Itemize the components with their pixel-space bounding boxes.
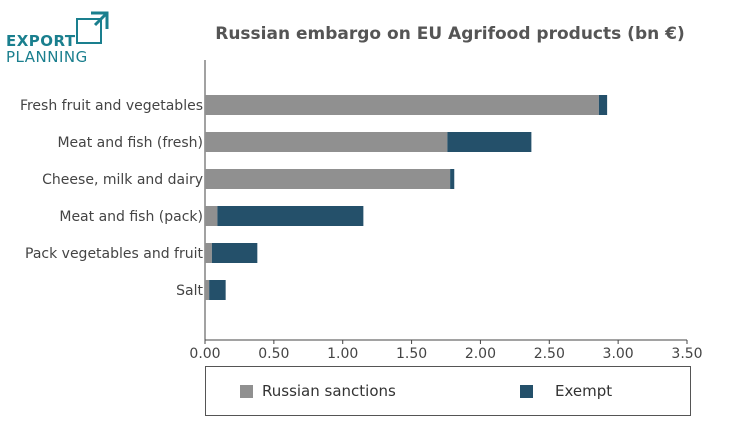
bar-exempt <box>598 95 608 115</box>
legend-item-russian-sanctions: Russian sanctions <box>240 382 396 400</box>
x-tick-label: 2.50 <box>534 346 565 362</box>
category-label: Fresh fruit and vegetables <box>20 98 203 114</box>
chart-title: Russian embargo on EU Agrifood products … <box>215 24 685 44</box>
x-tick-label: 1.00 <box>327 346 358 362</box>
legend-label-russian-sanctions: Russian sanctions <box>262 382 396 400</box>
bar-exempt <box>450 169 455 189</box>
category-label: Cheese, milk and dairy <box>42 172 203 188</box>
x-tick-label: 3.00 <box>603 346 634 362</box>
x-tick-label: 1.50 <box>396 346 427 362</box>
bar-exempt <box>209 280 226 300</box>
bar-russian-sanctions <box>205 243 212 263</box>
x-tick-label: 0.00 <box>189 346 220 362</box>
legend-swatch-russian-sanctions <box>240 384 253 398</box>
legend-swatch-exempt <box>520 384 533 398</box>
legend-item-exempt: Exempt <box>520 382 612 400</box>
x-tick-label: 3.50 <box>671 346 702 362</box>
category-label: Salt <box>176 283 203 299</box>
category-label: Pack vegetables and fruit <box>25 246 203 262</box>
category-label: Meat and fish (fresh) <box>57 135 203 151</box>
bar-exempt <box>217 206 364 226</box>
x-tick-label: 2.00 <box>465 346 496 362</box>
legend-label-exempt: Exempt <box>555 382 613 400</box>
logo-mark-icon <box>76 11 109 44</box>
export-planning-logo: EXPORT PLANNING <box>6 10 116 70</box>
bar-exempt <box>211 243 258 263</box>
chart-legend: Russian sanctions Exempt <box>205 366 691 416</box>
logo-text-export: EXPORT <box>6 32 76 50</box>
bar-exempt <box>447 132 532 152</box>
x-tick-label: 0.50 <box>258 346 289 362</box>
bar-russian-sanctions <box>205 206 218 226</box>
bar-russian-sanctions <box>205 280 210 300</box>
category-label: Meat and fish (pack) <box>59 209 203 225</box>
bar-russian-sanctions <box>205 95 599 115</box>
bar-russian-sanctions <box>205 169 451 189</box>
bar-russian-sanctions <box>205 132 448 152</box>
logo-text-planning: PLANNING <box>6 48 88 66</box>
